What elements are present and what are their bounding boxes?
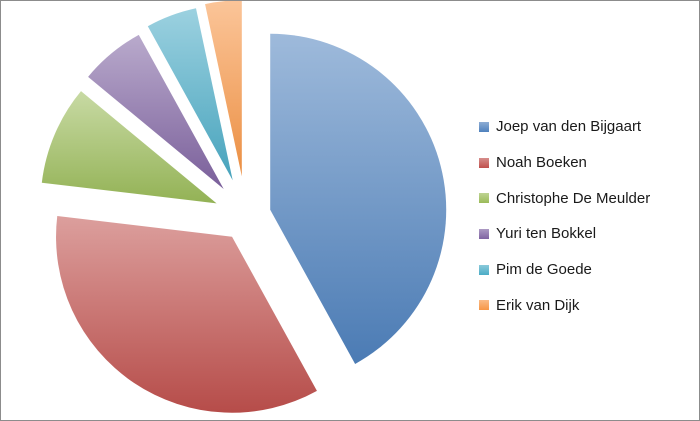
legend-item: Noah Boeken <box>479 145 694 181</box>
legend-item: Joep van den Bijgaart <box>479 109 694 145</box>
legend-swatch <box>479 228 489 239</box>
pie-slice-5 <box>147 8 233 181</box>
legend-swatch <box>479 193 489 204</box>
legend-item: Pim de Goede <box>479 252 694 288</box>
legend-label: Pim de Goede <box>496 261 592 279</box>
legend-item: Christophe De Meulder <box>479 180 694 216</box>
legend-swatch <box>479 121 489 132</box>
legend-item: Erik van Dijk <box>479 287 694 323</box>
legend: Joep van den Bijgaart Noah Boeken Christop… <box>479 109 694 323</box>
pie-slice-1 <box>270 33 447 364</box>
pie-slice-6 <box>205 1 242 177</box>
legend-label: Erik van Dijk <box>496 296 580 314</box>
legend-label: Yuri ten Bokkel <box>496 225 597 243</box>
legend-label: Joep van den Bijgaart <box>496 118 642 136</box>
pie-slice-4 <box>88 34 224 190</box>
legend-label: Noah Boeken <box>496 154 587 172</box>
pie-slice-3 <box>41 91 217 204</box>
legend-swatch <box>479 157 489 168</box>
legend-swatch <box>479 300 489 311</box>
legend-label: Christophe De Meulder <box>496 189 651 207</box>
legend-item: Yuri ten Bokkel <box>479 216 694 252</box>
legend-swatch <box>479 264 489 275</box>
pie-slice-2 <box>56 216 317 413</box>
